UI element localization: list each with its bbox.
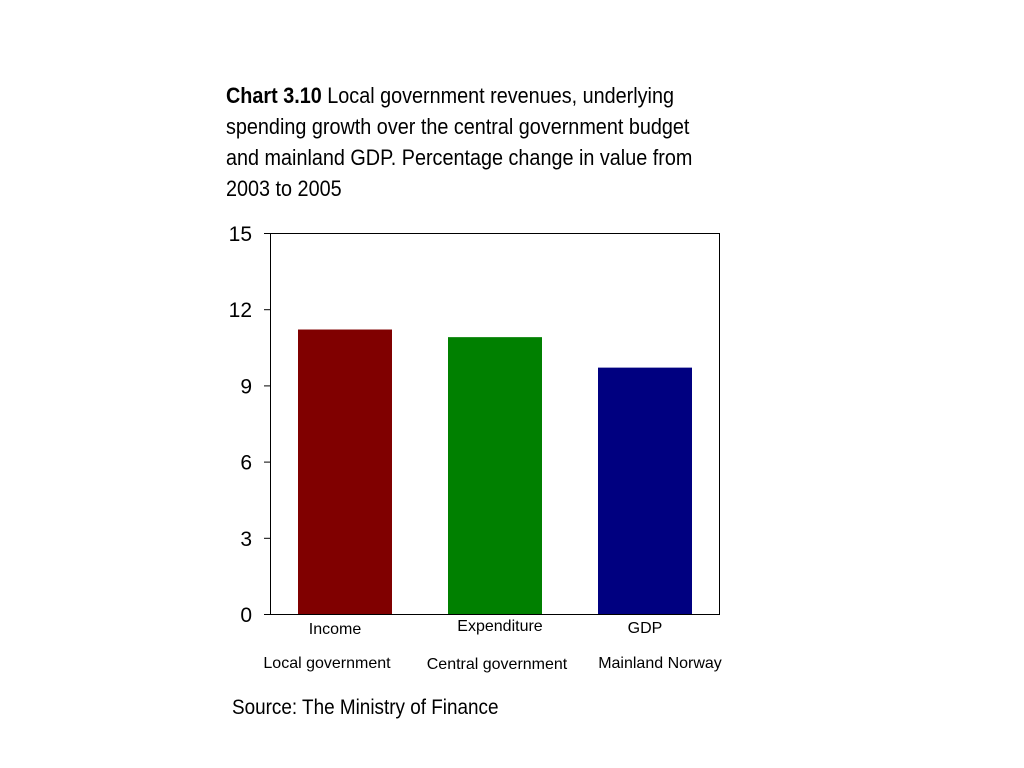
y-tick-label: 6: [240, 452, 252, 475]
y-tick-label: 9: [240, 375, 252, 398]
y-tick-label: 15: [229, 223, 252, 246]
category-label-income: Income: [309, 621, 362, 638]
plot-area-frame: [270, 233, 720, 615]
bar-expenditure: [448, 337, 542, 614]
category-label-expenditure: Expenditure: [457, 618, 542, 635]
y-tick-label: 0: [240, 604, 252, 627]
chart-title: Chart 3.10 Local government revenues, un…: [226, 80, 694, 204]
group-label-central-government: Central government: [427, 656, 568, 673]
bar-income: [298, 329, 392, 614]
chart-source: Source: The Ministry of Finance: [232, 696, 499, 719]
y-axis: 0 3 6 9 12 15: [229, 223, 270, 627]
group-label-mainland-norway: Mainland Norway: [598, 655, 722, 672]
y-tick-label: 3: [240, 528, 252, 551]
group-label-local-government: Local government: [263, 655, 391, 672]
chart-title-text: Local government revenues, underlying sp…: [226, 83, 693, 201]
category-label-gdp: GDP: [628, 620, 663, 637]
bar-gdp: [598, 367, 692, 614]
y-tick-label: 12: [229, 299, 252, 322]
bars-layer: [298, 329, 692, 614]
x-axis: Income Expenditure GDP Local government Cent…: [263, 618, 721, 673]
chart-title-prefix: Chart 3.10: [226, 83, 322, 108]
